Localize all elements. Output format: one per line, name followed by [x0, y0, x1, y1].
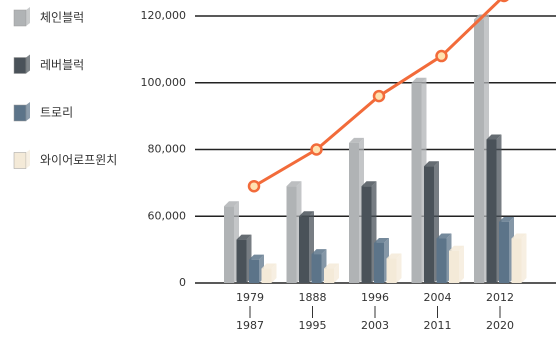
legend-swatch-side — [26, 102, 30, 121]
x-tick-label: 1979 — [236, 291, 264, 304]
bar — [261, 268, 272, 283]
bar — [236, 239, 247, 283]
bar-side — [271, 263, 277, 283]
trend-point — [499, 0, 509, 3]
legend-label: 레버블럭 — [40, 58, 84, 72]
x-tick-label: 1888 — [299, 291, 327, 304]
bar — [411, 82, 422, 283]
x-tick-label: 2012 — [486, 291, 514, 304]
legend-swatch — [13, 9, 27, 27]
legend-swatch — [13, 104, 27, 122]
y-tick-label: 120,000 — [141, 9, 187, 22]
y-tick-label: 80,000 — [148, 143, 187, 156]
bar-top — [324, 263, 339, 269]
bar-side — [334, 263, 339, 283]
legend-label: 트로리 — [40, 106, 73, 120]
legend-swatch-side — [26, 54, 30, 74]
bar-top — [499, 216, 514, 222]
bar-top — [224, 201, 239, 207]
bar-top — [299, 211, 314, 217]
legend-swatch — [13, 57, 27, 74]
bar — [224, 206, 234, 283]
x-tick-label: 2011 — [424, 319, 452, 332]
bar-top — [236, 234, 252, 240]
bar-top — [411, 77, 427, 83]
y-tick-label: 100,000 — [141, 76, 187, 89]
bar-top — [311, 249, 327, 255]
bar-top — [486, 134, 502, 140]
bar — [511, 238, 522, 283]
bar — [299, 216, 309, 283]
bar-top — [386, 253, 402, 259]
bar-top — [511, 233, 527, 239]
bar-top — [449, 245, 464, 251]
x-tick-label: 2020 — [486, 319, 514, 332]
bar — [286, 186, 297, 283]
bar — [486, 139, 497, 283]
trend-point — [247, 179, 261, 193]
legend-label: 체인블럭 — [40, 11, 84, 25]
bar — [249, 259, 259, 283]
bar — [324, 268, 334, 283]
bar-side — [521, 233, 527, 283]
legend-swatch-side — [26, 149, 30, 169]
x-tick-label: 2003 — [361, 319, 389, 332]
y-tick-label: 0 — [179, 276, 186, 289]
bar-top — [436, 233, 452, 239]
line-layer — [247, 0, 509, 193]
bar-side — [459, 245, 464, 283]
bar — [474, 19, 484, 284]
bar-top — [286, 181, 302, 187]
bar — [386, 258, 397, 283]
legend-swatch — [13, 152, 27, 169]
bar — [499, 221, 509, 283]
legend-swatch-side — [26, 7, 30, 26]
bar-top — [249, 254, 264, 260]
bar — [449, 250, 459, 283]
legend-label: 와이어로프윈치 — [40, 153, 117, 167]
bar — [424, 166, 434, 283]
bar — [436, 238, 447, 283]
bar-top — [261, 263, 277, 269]
bar-side — [396, 253, 402, 283]
x-tick-label: 2004 — [424, 291, 452, 304]
bar-top — [349, 137, 364, 143]
x-tick-label: 1995 — [299, 319, 327, 332]
x-tick-label: 1987 — [236, 319, 264, 332]
bar-top — [361, 181, 377, 187]
x-tick-label: 1996 — [361, 291, 389, 304]
bar-top — [424, 161, 439, 167]
bar — [361, 186, 372, 283]
trend-point — [310, 143, 323, 156]
y-tick-label: 60,000 — [148, 209, 187, 222]
trend-point — [372, 89, 386, 103]
bar — [374, 242, 384, 283]
bar — [349, 142, 359, 283]
bar — [311, 254, 322, 283]
trend-point — [435, 49, 448, 63]
bar-top — [374, 237, 389, 243]
